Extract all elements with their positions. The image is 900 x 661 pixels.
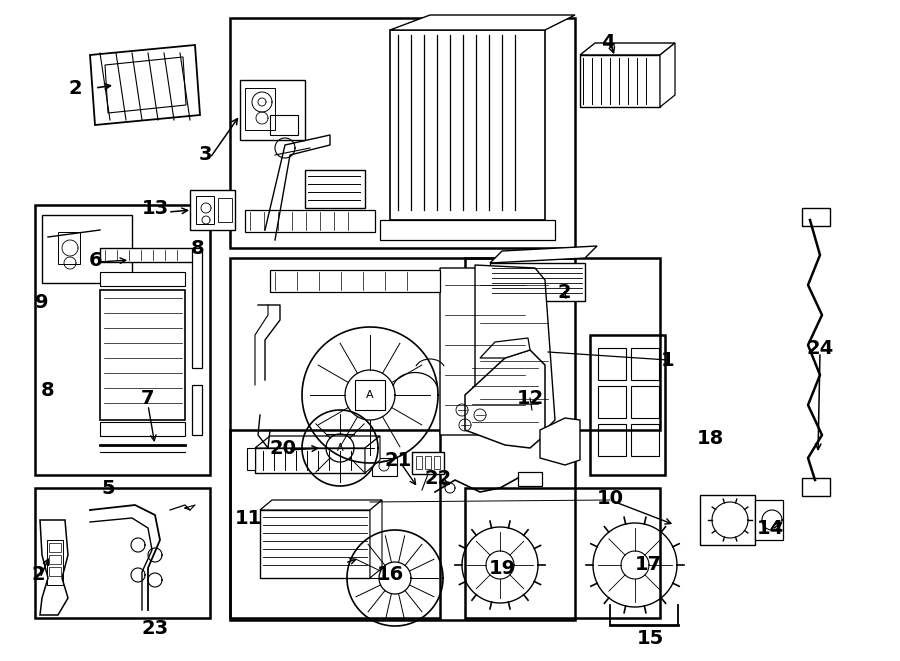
Bar <box>755 500 783 540</box>
Text: 17: 17 <box>634 555 662 574</box>
Bar <box>245 210 375 232</box>
Text: 24: 24 <box>806 338 833 358</box>
Text: 8: 8 <box>41 381 55 399</box>
Text: 18: 18 <box>697 428 724 447</box>
Bar <box>218 198 232 222</box>
Polygon shape <box>465 350 545 448</box>
Bar <box>434 456 440 469</box>
Bar <box>380 220 555 240</box>
Bar <box>465 258 660 430</box>
Polygon shape <box>540 418 580 465</box>
Bar <box>196 196 214 224</box>
Text: 19: 19 <box>489 559 516 578</box>
Bar <box>192 385 202 435</box>
Text: 2: 2 <box>32 566 45 584</box>
Polygon shape <box>390 15 575 30</box>
Bar <box>802 208 830 226</box>
Bar <box>700 495 755 545</box>
Bar <box>230 258 575 620</box>
Bar <box>412 452 444 474</box>
Bar <box>247 448 255 470</box>
Bar <box>255 448 365 473</box>
Text: 2: 2 <box>557 282 571 301</box>
Polygon shape <box>365 436 380 473</box>
Bar <box>631 348 659 380</box>
Bar <box>590 335 665 475</box>
Polygon shape <box>90 45 200 125</box>
Bar <box>245 88 275 130</box>
Bar <box>35 205 210 475</box>
Bar <box>416 456 422 469</box>
Polygon shape <box>260 500 382 510</box>
Bar <box>192 248 202 368</box>
Polygon shape <box>660 43 675 107</box>
Bar <box>326 434 354 462</box>
Bar <box>390 30 545 220</box>
Bar <box>230 430 440 618</box>
Bar <box>49 555 61 564</box>
Bar <box>598 424 626 456</box>
Text: 4: 4 <box>601 32 615 52</box>
Polygon shape <box>370 500 382 578</box>
Text: 9: 9 <box>35 293 49 311</box>
Polygon shape <box>475 265 555 430</box>
Text: 15: 15 <box>636 629 663 648</box>
Text: 7: 7 <box>141 389 155 407</box>
Polygon shape <box>580 43 675 55</box>
Text: 3: 3 <box>198 145 212 165</box>
Polygon shape <box>480 338 530 358</box>
Text: 21: 21 <box>384 451 411 469</box>
Text: 23: 23 <box>141 619 168 637</box>
Text: A: A <box>366 390 373 400</box>
Bar <box>425 456 431 469</box>
Polygon shape <box>255 436 380 448</box>
Bar <box>58 232 80 264</box>
Bar <box>100 248 195 262</box>
Text: 13: 13 <box>141 198 168 217</box>
Text: 14: 14 <box>756 518 784 537</box>
Text: 1: 1 <box>662 350 675 369</box>
Bar <box>260 510 370 578</box>
Text: 12: 12 <box>517 389 544 407</box>
Bar <box>100 422 185 436</box>
Bar <box>49 567 61 576</box>
Bar <box>240 80 305 140</box>
Text: 10: 10 <box>597 488 624 508</box>
Text: A: A <box>337 443 343 453</box>
Text: 8: 8 <box>191 239 205 258</box>
Bar <box>190 190 235 230</box>
Text: 11: 11 <box>234 508 262 527</box>
Bar <box>270 115 298 135</box>
Bar <box>49 543 61 552</box>
Bar <box>100 290 185 420</box>
Bar <box>42 215 132 283</box>
Bar <box>598 348 626 380</box>
Bar <box>355 380 385 410</box>
Bar <box>490 263 585 301</box>
Bar <box>305 170 365 208</box>
Bar <box>598 386 626 418</box>
Text: 22: 22 <box>425 469 452 488</box>
Bar <box>35 488 210 618</box>
Bar <box>802 478 830 496</box>
Bar <box>631 424 659 456</box>
Bar <box>465 488 660 618</box>
Polygon shape <box>40 520 68 615</box>
Bar <box>100 272 185 286</box>
Text: 16: 16 <box>376 566 403 584</box>
Text: 2: 2 <box>68 79 82 98</box>
Polygon shape <box>490 246 597 263</box>
Text: 6: 6 <box>89 251 103 270</box>
Polygon shape <box>440 268 530 435</box>
Bar <box>518 472 542 486</box>
Bar <box>270 270 440 292</box>
Bar <box>230 18 575 248</box>
Bar <box>631 386 659 418</box>
Text: 20: 20 <box>269 438 296 457</box>
Text: 5: 5 <box>101 479 115 498</box>
Bar <box>580 55 660 107</box>
Bar <box>47 540 63 585</box>
Bar <box>372 458 397 476</box>
